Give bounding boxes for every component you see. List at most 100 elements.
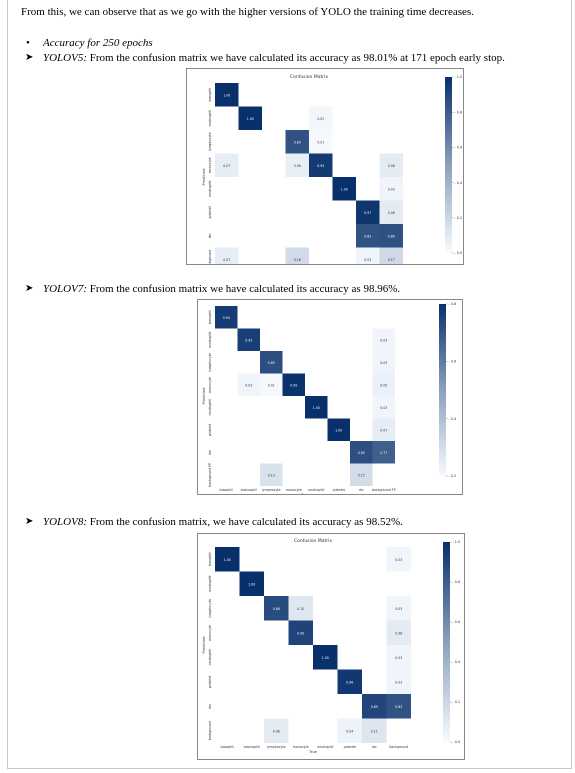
y-tick-label: basophil: [208, 552, 212, 566]
yolov7-model-name: YOLOV7:: [43, 283, 88, 295]
matrix-cell: [309, 153, 333, 177]
y-tick-label: rbc: [208, 703, 212, 708]
cell-value-label: 1.00: [224, 558, 231, 562]
matrix-cell: [285, 153, 309, 177]
cell-value-label: 0.03: [380, 338, 387, 342]
matrix-cell: [379, 224, 403, 248]
matrix-cell: [237, 373, 260, 396]
cell-value-label: 0.03: [395, 558, 402, 562]
matrix-cell: [305, 396, 328, 419]
cell-value-label: 0.83: [395, 705, 402, 709]
cell-value-label: 0.02: [317, 117, 324, 121]
colorbar-tick-label: - 0.4: [453, 660, 461, 664]
yolov8-confusion-matrix-chart: Confusion Matrix 1.00 0.03 1.00 0.86 0.10 0.03…: [202, 538, 461, 754]
x-tick-label: neutrophil: [317, 745, 333, 749]
y-axis-label: Predicted: [202, 637, 206, 654]
yolov7-confusion-matrix-figure: 0.94 0.93 0.03 0.85 0.03 0.03 0.01 0.99 0.05 1.00…: [197, 299, 463, 497]
cell-value-label: 1.00: [335, 428, 342, 432]
yolov5-paragraph: YOLOV5: From the confusion matrix we hav…: [43, 52, 505, 65]
yolov7-text: From the confusion matrix we have calcul…: [87, 283, 401, 295]
yolov5-confusion-matrix-figure: Confusion Matrix 1.00 1.00 0.02 0.83 0.01 0.07…: [186, 68, 464, 282]
cell-value-label: 0.07: [380, 428, 387, 432]
cell-value-label: 0.83: [294, 140, 301, 144]
colorbar-tick-label: - 0.8: [455, 110, 463, 114]
colorbar-tick-label: - 0.6: [453, 620, 461, 624]
cell-value-label: 0.05: [380, 383, 387, 387]
colorbar-tick-label: - 0.6: [455, 146, 463, 150]
cell-value-label: 0.08: [388, 211, 395, 215]
matrix-cell: [362, 718, 387, 743]
matrix-cell: [372, 351, 395, 374]
matrix-cell: [337, 718, 362, 743]
cell-value-label: 0.83: [364, 234, 371, 238]
y-tick-label: background FP: [208, 463, 212, 487]
y-tick-label: background: [208, 721, 212, 740]
cell-value-label: 1.00: [341, 187, 348, 191]
cell-value-label: 1.00: [248, 582, 255, 586]
colorbar-tick-label: - 0.8: [453, 580, 461, 584]
colorbar-tick-label: - 0.0: [453, 740, 461, 744]
matrix-cell: [282, 373, 305, 396]
yolov5-model-name: YOLOV5:: [43, 52, 88, 64]
cell-value-label: 0.03: [364, 258, 371, 262]
cell-value-label: 0.89: [371, 705, 378, 709]
y-tick-label: rbc: [208, 449, 212, 454]
matrix-cell: [372, 396, 395, 419]
y-tick-label: eosinophil: [208, 332, 212, 348]
matrix-cell: [260, 373, 283, 396]
cell-value-label: 0.07: [223, 164, 230, 168]
matrix-cell: [379, 153, 403, 177]
yolov8-text: From the confusion matrix, we have calcu…: [87, 516, 403, 528]
x-tick-label: platelet: [344, 745, 357, 749]
cell-value-label: 0.04: [346, 729, 353, 733]
x-tick-label: basophil: [221, 745, 235, 749]
cell-value-label: 0.07: [223, 258, 230, 262]
y-tick-label: lymphocyte: [208, 353, 212, 372]
y-tick-label: monocyte: [208, 377, 212, 393]
yolov5-text: From the confusion matrix we have calcul…: [87, 52, 505, 64]
y-axis-label: Predicted: [202, 169, 206, 186]
cell-value-label: 0.95: [317, 164, 324, 168]
colorbar-tick-label: - 0.2: [455, 216, 463, 220]
matrix-cell: [215, 153, 239, 177]
x-axis-label: True: [300, 493, 309, 494]
y-tick-label: eosinophil: [208, 110, 212, 126]
cell-value-label: 0.03: [380, 361, 387, 365]
cell-value-label: 0.03: [395, 656, 402, 660]
arrow-bullet-icon: ➤: [25, 516, 34, 527]
cell-value-label: 0.10: [297, 607, 304, 611]
matrix-cell: [350, 463, 373, 486]
y-axis-label: Predicted: [202, 388, 206, 405]
matrix-cell: [386, 694, 411, 719]
matrix-cell: [332, 177, 356, 201]
colorbar-tick-label: - 0.2: [449, 474, 457, 478]
yolov8-model-name: YOLOV8:: [43, 516, 88, 528]
matrix-cell: [372, 328, 395, 351]
cell-value-label: 0.03: [380, 406, 387, 410]
y-tick-label: monocyte: [208, 625, 212, 641]
y-tick-label: background: [208, 250, 212, 264]
matrix-cell: [327, 418, 350, 441]
matrix-cell: [379, 177, 403, 201]
matrix-cell: [350, 441, 373, 464]
y-tick-label: neutrophil: [208, 181, 212, 197]
matrix-cell: [362, 694, 387, 719]
chart-title: Confusion Matrix: [294, 538, 332, 544]
cell-value-label: 1.00: [223, 93, 230, 97]
x-tick-label: background FP: [372, 488, 396, 492]
colorbar-tick-label: - 0.8: [449, 302, 457, 306]
yolov7-confusion-matrix-chart: 0.94 0.93 0.03 0.85 0.03 0.03 0.01 0.99 0.05 1.00…: [202, 302, 457, 497]
matrix-cell: [260, 463, 283, 486]
matrix-cell: [337, 669, 362, 694]
cell-value-label: 0.84: [388, 234, 395, 238]
matrix-cell: [264, 718, 289, 743]
x-tick-label: eosinophil: [244, 745, 260, 749]
matrix-cell: [288, 596, 313, 621]
cell-value-label: 0.11: [371, 729, 378, 733]
y-tick-label: lymphocyte: [208, 132, 212, 151]
matrix-cell: [386, 669, 411, 694]
matrix-cell: [215, 547, 240, 572]
colorbar-tick-label: - 0.4: [449, 417, 457, 421]
matrix-cell: [372, 373, 395, 396]
arrow-bullet-icon: ➤: [25, 52, 34, 63]
